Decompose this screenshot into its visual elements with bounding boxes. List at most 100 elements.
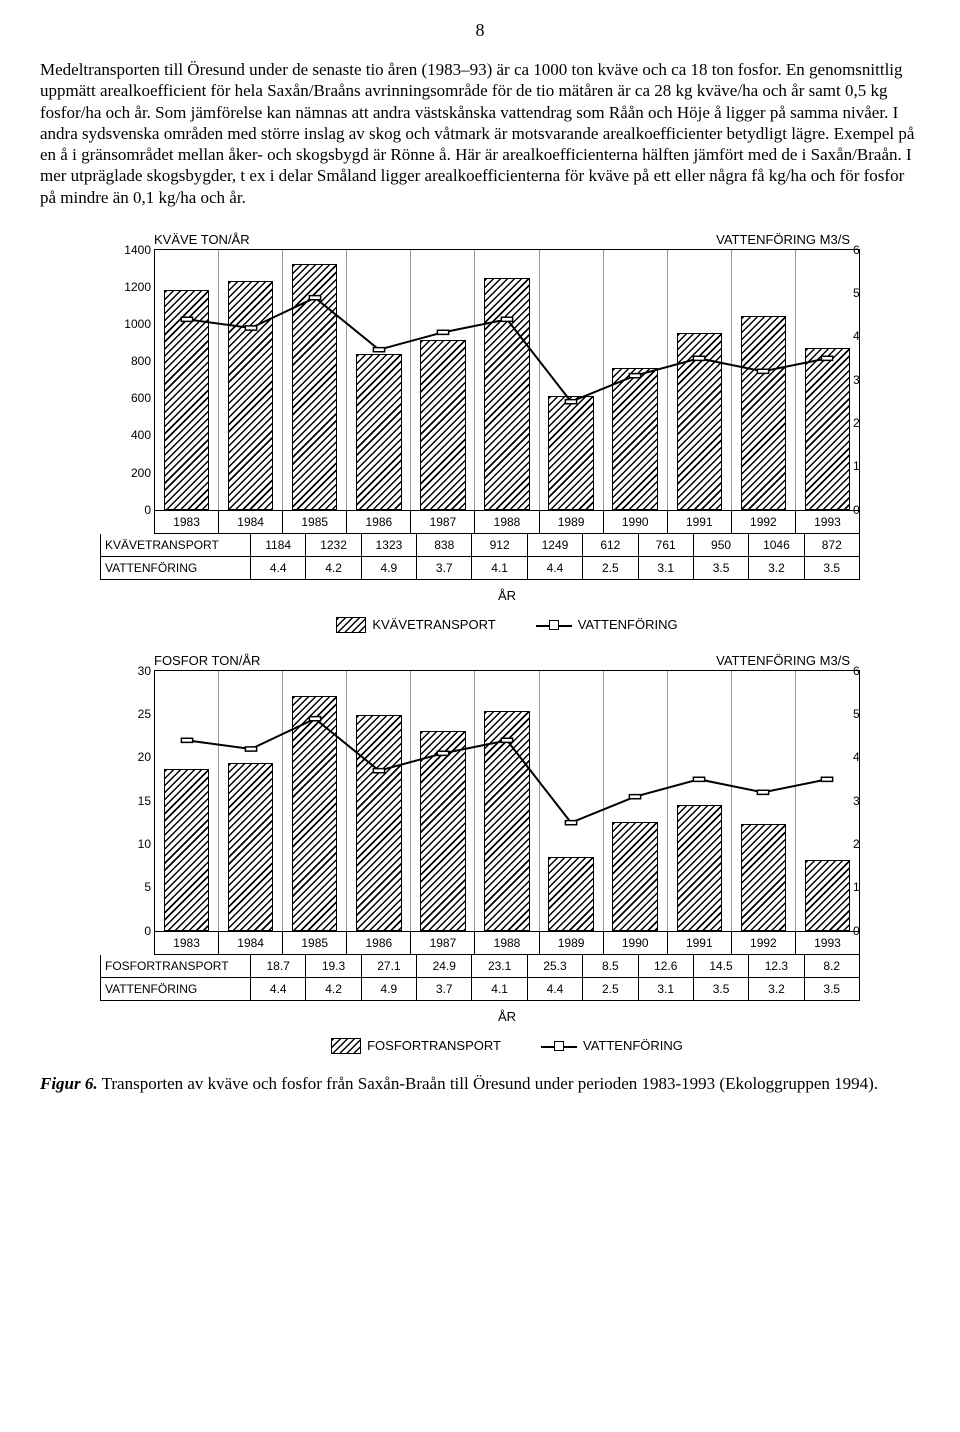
year-cell: 1986 xyxy=(347,932,411,954)
year-cell: 1988 xyxy=(475,932,539,954)
bar xyxy=(677,333,722,509)
data-cell: 25.3 xyxy=(528,955,583,977)
y-right-tick: 4 xyxy=(853,750,899,764)
data-cell: 3.5 xyxy=(805,978,859,1000)
data-cell: 3.2 xyxy=(749,557,804,579)
right-axis-title: VATTENFÖRING M3/S xyxy=(716,653,850,668)
bar xyxy=(805,860,850,931)
data-cell: 3.5 xyxy=(694,978,749,1000)
data-cell: 838 xyxy=(417,534,472,556)
y-right-tick: 6 xyxy=(853,243,899,257)
year-cell: 1985 xyxy=(283,511,347,533)
year-cell: 1993 xyxy=(796,932,859,954)
phosphorus-chart: FOSFOR TON/ÅRVATTENFÖRING M3/S0510152025… xyxy=(100,653,860,1054)
data-cell: 23.1 xyxy=(472,955,527,977)
table-row: KVÄVETRANSPORT11841232132383891212496127… xyxy=(101,534,859,556)
data-cell: 14.5 xyxy=(694,955,749,977)
legend-label: VATTENFÖRING xyxy=(578,617,678,632)
data-cell: 8.5 xyxy=(583,955,638,977)
row-label: VATTENFÖRING xyxy=(101,557,251,579)
caption-text: Transporten av kväve och fosfor från Sax… xyxy=(98,1074,878,1093)
data-cell: 4.1 xyxy=(472,978,527,1000)
left-axis-title: KVÄVE TON/ÅR xyxy=(154,232,250,247)
y-left-tick: 10 xyxy=(105,837,151,851)
bar xyxy=(420,731,465,931)
legend-item-line: VATTENFÖRING xyxy=(541,1038,683,1054)
legend-label: FOSFORTRANSPORT xyxy=(367,1038,501,1053)
data-cell: 8.2 xyxy=(805,955,859,977)
row-label: KVÄVETRANSPORT xyxy=(101,534,251,556)
data-cell: 1184 xyxy=(251,534,306,556)
y-right-tick: 2 xyxy=(853,416,899,430)
bar xyxy=(420,340,465,509)
data-cell: 2.5 xyxy=(583,557,638,579)
year-cell: 1984 xyxy=(219,511,283,533)
y-right-tick: 3 xyxy=(853,373,899,387)
bar xyxy=(292,696,337,931)
data-cell: 2.5 xyxy=(583,978,638,1000)
row-label: VATTENFÖRING xyxy=(101,978,251,1000)
y-left-tick: 0 xyxy=(105,503,151,517)
data-table: KVÄVETRANSPORT11841232132383891212496127… xyxy=(100,534,860,580)
bar xyxy=(741,316,786,510)
legend: KVÄVETRANSPORTVATTENFÖRING xyxy=(154,617,860,633)
y-right-tick: 5 xyxy=(853,707,899,721)
bar xyxy=(677,805,722,931)
bar xyxy=(805,348,850,510)
y-left-tick: 20 xyxy=(105,750,151,764)
y-right-tick: 0 xyxy=(853,503,899,517)
y-left-tick: 600 xyxy=(105,391,151,405)
data-cell: 1046 xyxy=(749,534,804,556)
caption-label: Figur 6. xyxy=(40,1074,98,1093)
table-row: FOSFORTRANSPORT18.719.327.124.923.125.38… xyxy=(101,955,859,977)
y-left-tick: 15 xyxy=(105,794,151,808)
bar xyxy=(484,278,529,510)
line-marker-icon xyxy=(536,618,572,632)
year-cell: 1991 xyxy=(668,932,732,954)
data-cell: 1249 xyxy=(528,534,583,556)
body-paragraph: Medeltransporten till Öresund under de s… xyxy=(40,59,920,208)
year-row: 1983198419851986198719881989199019911992… xyxy=(154,932,860,955)
year-cell: 1986 xyxy=(347,511,411,533)
bar xyxy=(548,396,593,510)
y-right-tick: 1 xyxy=(853,459,899,473)
data-cell: 3.5 xyxy=(805,557,859,579)
data-cell: 3.2 xyxy=(749,978,804,1000)
data-cell: 1232 xyxy=(306,534,361,556)
bar xyxy=(741,824,786,931)
y-left-tick: 1000 xyxy=(105,317,151,331)
y-left-tick: 400 xyxy=(105,428,151,442)
data-cell: 872 xyxy=(805,534,859,556)
year-cell: 1983 xyxy=(155,511,219,533)
data-cell: 761 xyxy=(639,534,694,556)
data-cell: 4.9 xyxy=(362,978,417,1000)
bar xyxy=(164,769,209,931)
y-left-tick: 30 xyxy=(105,664,151,678)
year-cell: 1992 xyxy=(732,511,796,533)
line-marker-icon xyxy=(541,1039,577,1053)
data-cell: 18.7 xyxy=(251,955,306,977)
legend-item-bar: FOSFORTRANSPORT xyxy=(331,1038,501,1054)
x-axis-label: ÅR xyxy=(154,588,860,603)
year-cell: 1993 xyxy=(796,511,859,533)
year-cell: 1983 xyxy=(155,932,219,954)
data-cell: 3.7 xyxy=(417,557,472,579)
year-cell: 1988 xyxy=(475,511,539,533)
y-right-tick: 3 xyxy=(853,794,899,808)
data-cell: 4.1 xyxy=(472,557,527,579)
year-cell: 1987 xyxy=(411,511,475,533)
data-cell: 912 xyxy=(472,534,527,556)
data-cell: 4.2 xyxy=(306,557,361,579)
figure-caption: Figur 6. Transporten av kväve och fosfor… xyxy=(40,1074,920,1094)
year-cell: 1985 xyxy=(283,932,347,954)
y-right-tick: 2 xyxy=(853,837,899,851)
data-cell: 4.4 xyxy=(251,978,306,1000)
bar xyxy=(356,354,401,510)
data-cell: 4.4 xyxy=(251,557,306,579)
data-cell: 4.2 xyxy=(306,978,361,1000)
y-right-tick: 6 xyxy=(853,664,899,678)
right-axis-title: VATTENFÖRING M3/S xyxy=(716,232,850,247)
data-cell: 12.6 xyxy=(639,955,694,977)
bar xyxy=(484,711,529,930)
data-cell: 19.3 xyxy=(306,955,361,977)
